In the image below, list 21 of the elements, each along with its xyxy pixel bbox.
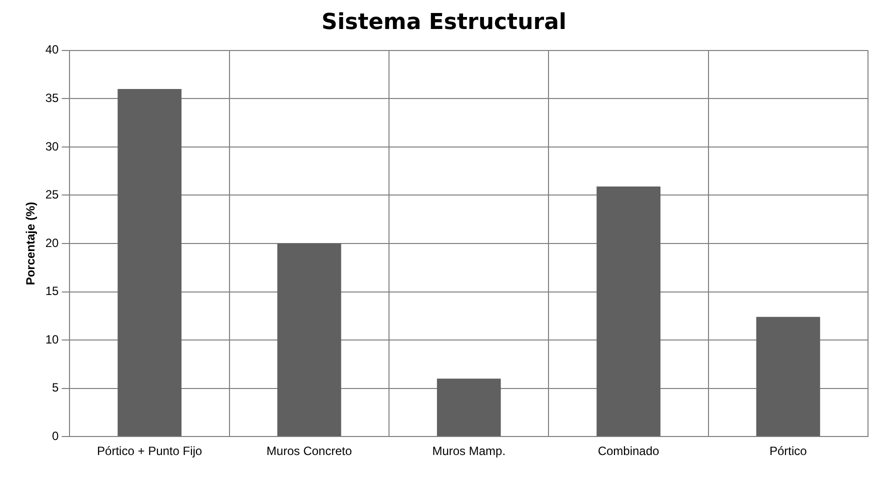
y-tick-label: 25 (45, 188, 60, 202)
y-tick-label: 35 (45, 90, 60, 105)
x-tick-label: Muros Mamp. (432, 444, 506, 458)
bar (756, 316, 820, 436)
chart-title: Sistema Estructural (322, 10, 566, 35)
y-tick-label: 40 (45, 42, 60, 57)
bar (436, 378, 501, 436)
x-tick-label: Pórtico + Punto Fijo (97, 444, 202, 458)
bar (277, 244, 342, 436)
y-tick-label: 15 (45, 284, 60, 298)
y-tick-label: 5 (52, 380, 60, 395)
y-axis-title: Porcentaje (%) (24, 202, 38, 286)
x-tick-label: Pórtico (769, 444, 808, 458)
y-tick-label: 0 (52, 428, 60, 443)
x-tick-label: Combinado (598, 444, 660, 458)
bar (118, 89, 182, 436)
y-tick-label: 20 (45, 236, 60, 250)
y-tick-label: 10 (45, 332, 60, 346)
x-tick-label: Muros Concreto (266, 444, 352, 458)
bar (596, 186, 660, 436)
y-tick-label: 30 (45, 139, 60, 154)
